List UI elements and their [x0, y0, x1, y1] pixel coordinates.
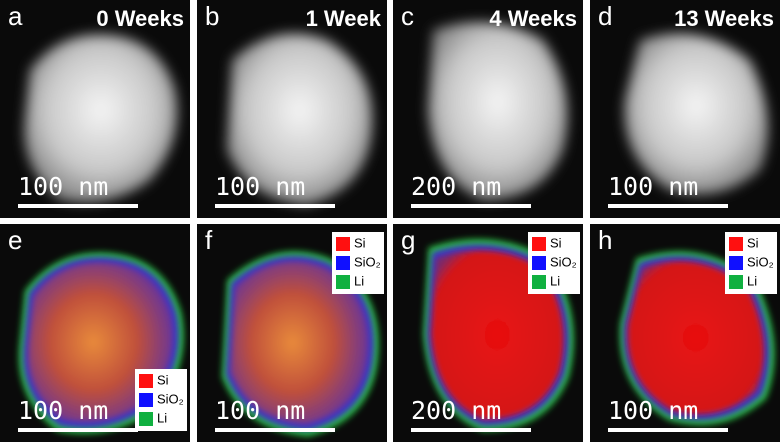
legend-label: Li: [550, 273, 560, 288]
particle: [227, 33, 373, 206]
legend-label: Li: [747, 273, 757, 288]
particle: [624, 33, 768, 195]
panel-title: 0 Weeks: [96, 6, 184, 31]
scale-label: 100 nm: [608, 172, 698, 201]
scale-bar: [18, 204, 138, 208]
panel-letter: f: [205, 225, 213, 255]
scale-bar: [608, 428, 728, 432]
legend-swatch: [532, 275, 546, 289]
scale-label: 100 nm: [18, 396, 108, 425]
legend-swatch: [729, 237, 743, 251]
scale-label: 200 nm: [411, 396, 501, 425]
panel: b 1 Week 100 nm: [197, 0, 387, 218]
legend-label: SiO₂: [354, 254, 381, 269]
scale-bar: [608, 204, 728, 208]
panel: c 4 Weeks 200 nm: [393, 0, 583, 218]
scale-label: 100 nm: [215, 172, 305, 201]
scale-label: 100 nm: [608, 396, 698, 425]
legend-swatch: [532, 256, 546, 270]
legend-label: Si: [157, 372, 169, 387]
panel-letter: c: [401, 1, 414, 31]
scale-bar: [411, 204, 531, 208]
legend-swatch: [139, 374, 153, 388]
legend-label: Si: [747, 235, 759, 250]
panel-title: 1 Week: [306, 6, 382, 31]
scale-label: 100 nm: [215, 396, 305, 425]
panel-letter: g: [401, 225, 415, 255]
panel: Si SiO₂ Li e 100 nm: [0, 224, 190, 442]
legend-label: Si: [550, 235, 562, 250]
scale-bar: [215, 204, 335, 208]
legend-swatch: [336, 256, 350, 270]
legend-swatch: [336, 237, 350, 251]
legend-swatch: [729, 275, 743, 289]
si-core: [627, 261, 764, 415]
scale-bar: [18, 428, 138, 432]
legend-label: Si: [354, 235, 366, 250]
panel: Si SiO₂ Li h 100 nm: [590, 224, 780, 442]
legend-swatch: [729, 256, 743, 270]
particle: [24, 34, 178, 203]
particle: [428, 22, 568, 200]
legend-label: Li: [354, 273, 364, 288]
panel-title: 13 Weeks: [674, 6, 774, 31]
legend-swatch: [139, 412, 153, 426]
panel-letter: e: [8, 225, 22, 255]
legend-label: SiO₂: [157, 391, 184, 406]
panel-letter: h: [598, 225, 612, 255]
panel: Si SiO₂ Li g 200 nm: [393, 224, 583, 442]
scale-bar: [215, 428, 335, 432]
legend-label: SiO₂: [747, 254, 774, 269]
panel: a 0 Weeks 100 nm: [0, 0, 190, 218]
si-core: [230, 261, 369, 425]
scale-bar: [411, 428, 531, 432]
scale-label: 200 nm: [411, 172, 501, 201]
panel-letter: a: [8, 1, 23, 31]
panel: d 13 Weeks 100 nm: [590, 0, 780, 218]
legend-swatch: [336, 275, 350, 289]
legend-swatch: [532, 237, 546, 251]
panel: Si SiO₂ Li f 100 nm: [197, 224, 387, 442]
panel-letter: d: [598, 1, 612, 31]
legend-label: SiO₂: [550, 254, 577, 269]
panel-letter: b: [205, 1, 219, 31]
legend-swatch: [139, 393, 153, 407]
scale-label: 100 nm: [18, 172, 108, 201]
panel-title: 4 Weeks: [489, 6, 577, 31]
legend-label: Li: [157, 410, 167, 425]
